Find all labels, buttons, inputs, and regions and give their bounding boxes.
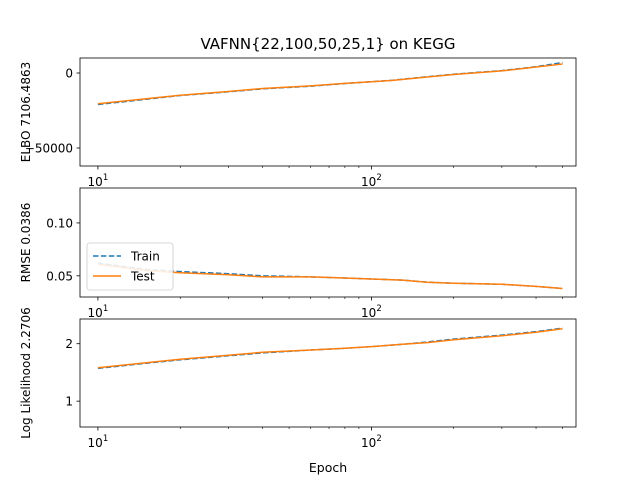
x-tick-label: 101: [88, 304, 109, 320]
series-line-test: [97, 63, 563, 105]
legend-label: Train: [130, 250, 160, 264]
y-axis-label: RMSE 0.0386: [19, 203, 33, 283]
y-tick-label: 2: [65, 337, 73, 351]
x-tick-label: 102: [361, 173, 382, 189]
axes-frame: [79, 318, 577, 428]
y-tick-label: 0.05: [46, 269, 73, 283]
subplot-2: 101 102 0.10 0.05 RMSE 0.0386 Train Test: [19, 187, 577, 320]
subplot-3: 101 102 2 1 Log Likelihood 2.2706: [19, 307, 577, 450]
y-axis-label: Log Likelihood 2.2706: [19, 307, 33, 439]
x-axis-label: Epoch: [309, 460, 347, 475]
series-line-test: [97, 328, 563, 369]
x-tick-label: 101: [88, 434, 109, 450]
y-tick-label: −50000: [25, 142, 73, 156]
y-tick-label: 1: [65, 395, 73, 409]
series-line-train: [97, 61, 563, 106]
y-tick-label: 0.10: [46, 216, 73, 230]
x-tick-label: 102: [361, 304, 382, 320]
x-tick-label: 101: [88, 173, 109, 189]
y-axis-label: ELBO 7106.4863: [19, 62, 33, 162]
legend-label: Test: [130, 270, 155, 284]
axes-frame: [79, 57, 577, 167]
x-tick-label: 102: [361, 434, 382, 450]
axes-frame: [79, 187, 577, 298]
y-tick-label: 0: [65, 67, 73, 81]
chart-title: VAFNN{22,100,50,25,1} on KEGG: [200, 35, 455, 53]
series-line-test: [97, 263, 563, 290]
legend: Train Test: [86, 242, 174, 291]
legend-box: [86, 242, 174, 291]
